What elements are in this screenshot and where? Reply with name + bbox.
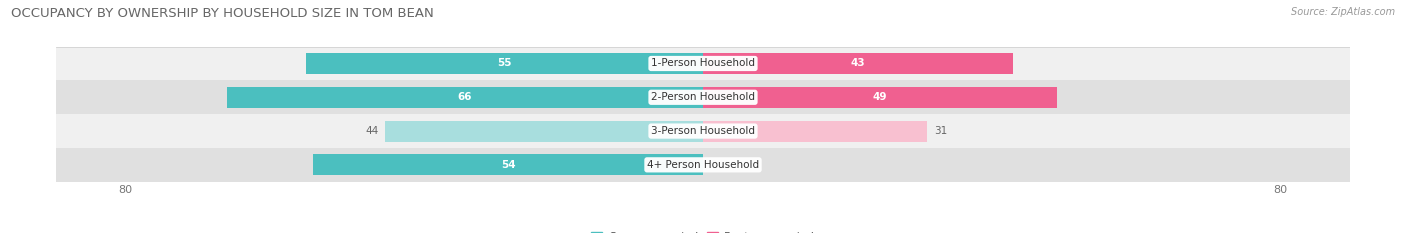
Bar (385, 121, 703, 141)
Text: 49: 49 (873, 92, 887, 102)
Bar (56, 80, 1350, 114)
Text: 3-Person Household: 3-Person Household (651, 126, 755, 136)
Text: 4+ Person Household: 4+ Person Household (647, 160, 759, 170)
Text: 31: 31 (934, 126, 948, 136)
Bar (56, 148, 1350, 182)
Text: 0: 0 (710, 160, 717, 170)
Text: 55: 55 (498, 58, 512, 69)
Text: Source: ZipAtlas.com: Source: ZipAtlas.com (1291, 7, 1395, 17)
Legend: Owner-occupied, Renter-occupied: Owner-occupied, Renter-occupied (586, 227, 820, 233)
Text: 2-Person Household: 2-Person Household (651, 92, 755, 102)
Bar (307, 53, 703, 74)
Bar (314, 154, 703, 175)
Text: 43: 43 (851, 58, 866, 69)
Text: 54: 54 (501, 160, 516, 170)
Text: OCCUPANCY BY OWNERSHIP BY HOUSEHOLD SIZE IN TOM BEAN: OCCUPANCY BY OWNERSHIP BY HOUSEHOLD SIZE… (11, 7, 434, 20)
Bar (56, 114, 1350, 148)
Bar (703, 87, 1057, 108)
Text: 66: 66 (457, 92, 472, 102)
Bar (703, 53, 1014, 74)
Text: 44: 44 (366, 126, 378, 136)
Bar (703, 121, 927, 141)
Text: 1-Person Household: 1-Person Household (651, 58, 755, 69)
Bar (226, 87, 703, 108)
Bar (56, 47, 1350, 80)
